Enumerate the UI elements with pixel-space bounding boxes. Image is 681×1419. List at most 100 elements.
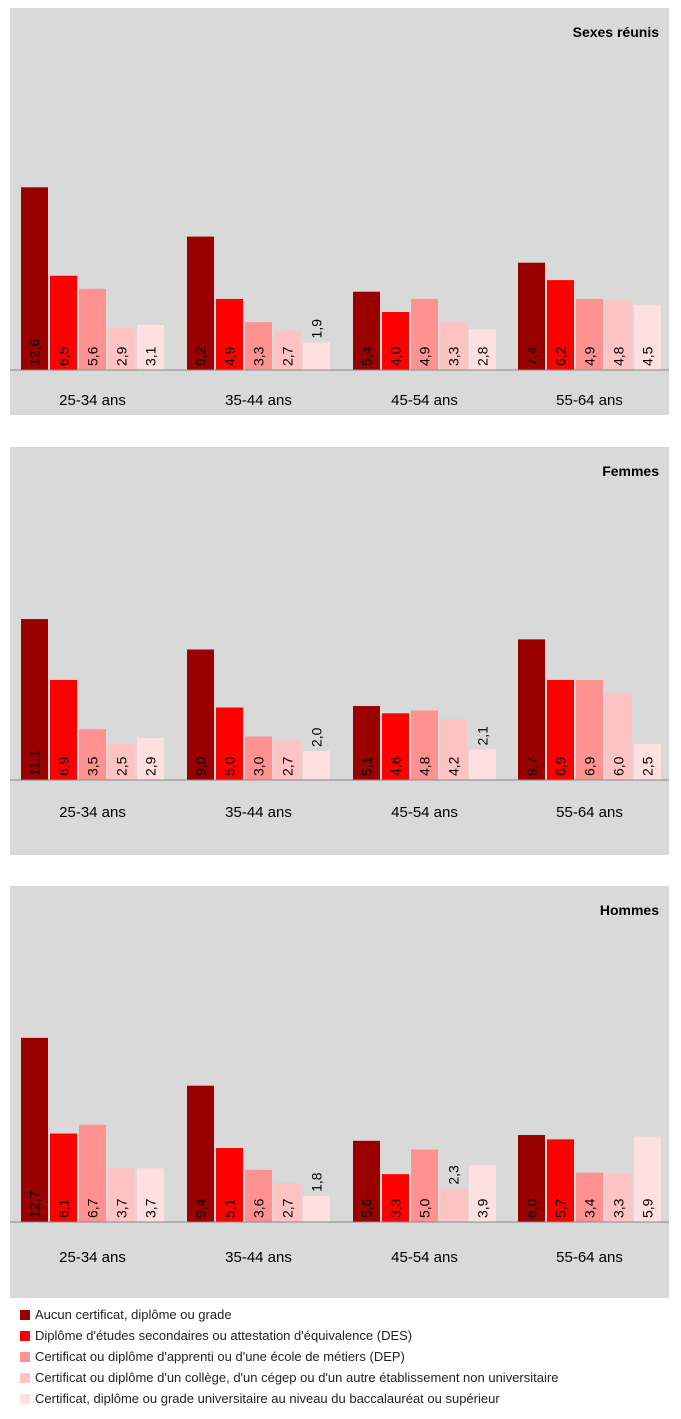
data-label: 5,4 [359,346,375,366]
legend-label: Certificat, diplôme ou grade universitai… [35,1391,500,1406]
chart-panel-hommes: Hommes 12,7 6,1 6,7 3,7 3,7 25-34 ans 9,4 5,1 3,6… [10,886,669,1298]
legend-label: Certificat ou diplôme d'apprenti ou d'un… [35,1349,405,1364]
chart-svg-0: Sexes réunis 12,6 6,5 5,6 2,9 3,1 25-34 ans 9,2… [10,24,669,409]
bar [274,740,301,780]
bar [518,262,545,370]
chart-panel-sexes-reunis: Sexes réunis 12,6 6,5 5,6 2,9 3,1 25-34 ans 9,2… [10,8,669,415]
bar [137,1168,164,1222]
bar [303,1195,330,1222]
data-label: 5,6 [359,1198,375,1218]
category-label: 25-34 ans [59,392,126,409]
data-label: 2,8 [475,346,491,366]
data-label: 9,0 [193,756,209,776]
data-label: 2,9 [143,756,159,776]
legend-label: Certificat ou diplôme d'un collège, d'un… [35,1370,559,1385]
data-label: 4,8 [417,756,433,776]
bar [353,291,380,370]
legend-swatch [20,1330,30,1341]
bar [50,1133,77,1222]
bar [382,1174,409,1222]
bar [382,312,409,370]
bar [440,719,467,780]
bar [137,325,164,370]
data-label: 3,3 [251,346,267,366]
bar [440,1188,467,1222]
data-label: 7,4 [524,346,540,366]
legend-swatch [20,1372,30,1383]
data-label: 6,1 [56,1198,72,1218]
data-label: 5,0 [222,756,238,776]
bar [605,300,632,370]
bar [50,275,77,370]
legend-swatch [20,1309,30,1320]
data-label: 6,9 [553,756,569,776]
chart-svg-2: Hommes 12,7 6,1 6,7 3,7 3,7 25-34 ans 9,4 5,1 3,6… [10,902,669,1266]
bar [216,298,243,370]
legend-label: Aucun certificat, diplôme ou grade [35,1307,232,1322]
chart-title: Hommes [600,902,659,918]
data-label: 2,9 [114,346,130,366]
category-label: 35-44 ans [225,1249,292,1266]
data-label: 3,0 [251,756,267,776]
bar [245,1169,272,1222]
data-label: 6,5 [56,346,72,366]
bar [216,1148,243,1222]
data-label: 1,8 [309,1172,325,1192]
category-label: 35-44 ans [225,804,292,821]
chart-title: Femmes [602,463,659,479]
data-label: 3,4 [582,1198,598,1218]
bar [411,1149,438,1222]
data-label: 3,6 [251,1198,267,1218]
data-label: 4,5 [640,346,656,366]
data-label: 2,7 [280,1198,296,1218]
bar [469,749,496,780]
data-label: 3,3 [388,1198,404,1218]
bar [187,1085,214,1222]
data-label: 6,2 [553,346,569,366]
legend-swatch [20,1351,30,1362]
data-label: 4,6 [388,756,404,776]
legend-item: Aucun certificat, diplôme ou grade [20,1304,558,1325]
category-label: 45-54 ans [391,1249,458,1266]
bar [547,679,574,780]
data-label: 6,7 [85,1198,101,1218]
bar [108,1168,135,1222]
data-label: 6,0 [611,756,627,776]
bar [353,1140,380,1222]
bar [547,280,574,370]
bar [382,713,409,780]
data-label: 4,9 [222,346,238,366]
bar [79,729,106,780]
data-label: 3,3 [611,1198,627,1218]
bar [353,706,380,780]
data-label: 2,3 [446,1165,462,1185]
data-label: 12,6 [27,339,43,366]
bar [303,751,330,780]
bar [79,288,106,370]
bar [605,693,632,780]
data-label: 2,7 [280,346,296,366]
data-label: 4,9 [582,346,598,366]
chart-svg-1: Femmes 11,1 6,9 3,5 2,5 2,9 25-34 ans 9,0 5,0 3,0… [10,463,669,821]
category-label: 25-34 ans [59,1249,126,1266]
data-label: 2,5 [114,756,130,776]
bar [518,639,545,780]
bar [245,736,272,780]
chart-title: Sexes réunis [573,24,660,40]
bar [634,304,661,370]
legend-swatch [20,1393,30,1404]
data-label: 4,0 [388,346,404,366]
data-label: 3,5 [85,756,101,776]
bar [21,1037,48,1222]
bar [576,298,603,370]
bar [50,679,77,780]
bar [187,236,214,370]
legend-item: Certificat ou diplôme d'un collège, d'un… [20,1367,558,1388]
category-label: 55-64 ans [556,1249,623,1266]
category-label: 35-44 ans [225,392,292,409]
data-label: 6,9 [56,756,72,776]
data-label: 4,9 [417,346,433,366]
data-label: 5,0 [417,1198,433,1218]
category-label: 45-54 ans [391,804,458,821]
data-label: 9,7 [524,756,540,776]
